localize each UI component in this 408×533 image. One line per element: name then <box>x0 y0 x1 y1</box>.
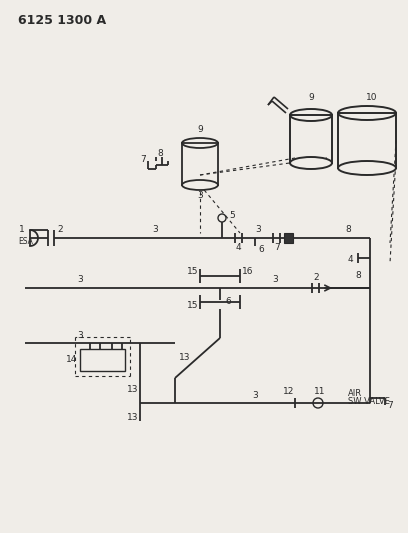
Text: 3: 3 <box>272 276 278 285</box>
Text: 8: 8 <box>157 149 163 158</box>
Text: 6: 6 <box>225 297 231 306</box>
Ellipse shape <box>338 161 396 175</box>
Bar <box>290 115 332 163</box>
Text: 2: 2 <box>313 273 319 282</box>
Text: 3: 3 <box>255 225 261 235</box>
Text: 14: 14 <box>67 356 78 365</box>
Text: 13: 13 <box>127 384 139 393</box>
Bar <box>284 233 293 243</box>
Text: 6125 1300 A: 6125 1300 A <box>18 14 106 27</box>
Text: 4: 4 <box>235 244 241 253</box>
Text: 8: 8 <box>345 225 351 235</box>
Text: 15: 15 <box>187 302 199 311</box>
Bar <box>80 349 125 371</box>
Text: 1: 1 <box>19 225 25 235</box>
Text: 3: 3 <box>252 391 258 400</box>
Text: 11: 11 <box>314 386 326 395</box>
Text: 15: 15 <box>187 268 199 277</box>
Text: 13: 13 <box>179 353 191 362</box>
Text: SW VALVE: SW VALVE <box>348 397 390 406</box>
Text: 9: 9 <box>308 93 314 101</box>
Ellipse shape <box>182 180 218 190</box>
Text: 12: 12 <box>283 386 295 395</box>
Text: 2: 2 <box>57 225 63 235</box>
Text: 8: 8 <box>355 271 361 279</box>
Text: AIR: AIR <box>348 389 362 398</box>
Text: 3: 3 <box>152 225 158 235</box>
Text: 5: 5 <box>229 212 235 221</box>
Bar <box>182 143 218 185</box>
Ellipse shape <box>290 157 332 169</box>
Text: 6: 6 <box>258 246 264 254</box>
Text: 9: 9 <box>197 125 203 133</box>
Text: 3: 3 <box>197 190 203 199</box>
Text: 4: 4 <box>347 255 353 264</box>
Text: 7: 7 <box>387 400 393 409</box>
Text: 13: 13 <box>127 413 139 422</box>
Text: 3: 3 <box>77 330 83 340</box>
Text: 16: 16 <box>242 268 254 277</box>
Text: 10: 10 <box>366 93 378 101</box>
Text: 3: 3 <box>77 276 83 285</box>
Text: 7: 7 <box>274 244 280 253</box>
Text: ESA: ESA <box>18 238 33 246</box>
Bar <box>338 113 396 168</box>
Text: 7: 7 <box>140 155 146 164</box>
